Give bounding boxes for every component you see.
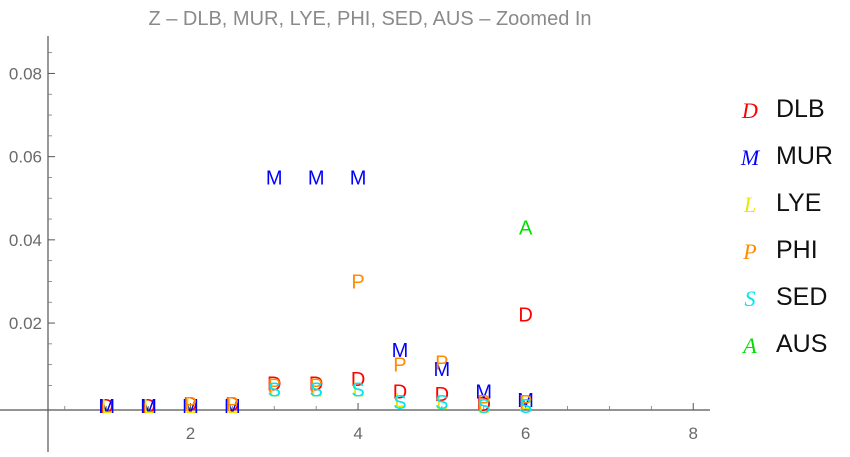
legend-marker-phi: P <box>742 239 756 264</box>
data-point-dlb: D <box>351 369 365 391</box>
data-point-mur: M <box>475 382 492 404</box>
data-point-lye: L <box>520 392 531 414</box>
data-point-dlb: D <box>518 305 532 327</box>
data-point-lye: L <box>143 396 154 418</box>
data-point-sed: S <box>477 396 490 418</box>
legend: D DLB M MUR L LYE P PHI S SED A AUS <box>740 95 833 358</box>
x-tick-label: 4 <box>353 424 362 443</box>
y-tick-label: 0.08 <box>9 64 42 83</box>
data-point-sed: S <box>309 380 322 402</box>
data-point-sed: S <box>519 396 532 418</box>
data-point-mur: M <box>224 396 241 418</box>
legend-label-dlb: DLB <box>776 95 825 123</box>
data-point-dlb: D <box>225 394 239 416</box>
data-point-phi: P <box>519 392 532 414</box>
data-point-mur: M <box>308 167 325 189</box>
data-point-dlb: D <box>393 382 407 404</box>
data-point-mur: M <box>434 359 451 381</box>
data-point-lye: L <box>311 380 322 402</box>
data-point-mur: M <box>392 340 409 362</box>
data-point-dlb: D <box>435 384 449 406</box>
legend-label-sed: SED <box>776 283 827 311</box>
data-point-sed: S <box>393 392 406 414</box>
legend-marker-lye: L <box>743 192 756 217</box>
legend-label-phi: PHI <box>776 236 818 264</box>
data-point-mur: M <box>98 396 115 418</box>
data-point-lye: L <box>227 396 238 418</box>
data-point-phi: P <box>477 392 490 414</box>
axes: 0.02 0.04 0.06 0.08 2 4 6 8 <box>0 36 710 452</box>
data-point-lye: L <box>352 380 363 402</box>
y-tick-label: 0.04 <box>9 231 42 250</box>
legend-marker-mur: M <box>740 145 761 170</box>
data-point-mur: M <box>140 396 157 418</box>
y-tick-label: 0.06 <box>9 148 42 167</box>
data-point-phi: P <box>351 271 364 293</box>
x-tick-label: 6 <box>521 424 530 443</box>
data-point-phi: P <box>184 394 197 416</box>
x-tick-label: 8 <box>689 424 698 443</box>
data-point-mur: M <box>182 396 199 418</box>
data-point-mur: M <box>350 167 367 189</box>
data-point-phi: P <box>309 375 322 397</box>
chart-title: Z – DLB, MUR, LYE, PHI, SED, AUS – Zoome… <box>148 8 591 30</box>
data-point-lye: L <box>101 396 112 418</box>
data-point-phi: P <box>226 394 239 416</box>
data-point-lye: L <box>394 390 405 412</box>
data-point-dlb: D <box>267 373 281 395</box>
data-point-dlb: D <box>99 396 113 418</box>
data-point-lye: L <box>269 380 280 402</box>
legend-marker-aus: A <box>741 333 757 358</box>
data-point-dlb: D <box>309 373 323 395</box>
x-tick-label: 2 <box>186 424 195 443</box>
legend-marker-sed: S <box>745 286 756 311</box>
data-point-mur: M <box>266 167 283 189</box>
legend-marker-dlb: D <box>741 98 758 123</box>
legend-label-aus: AUS <box>776 330 827 358</box>
data-point-phi: P <box>435 353 448 375</box>
data-point-lye: L <box>436 392 447 414</box>
data-point-phi: P <box>268 375 281 397</box>
data-point-sed: S <box>351 380 364 402</box>
data-point-lye: L <box>478 396 489 418</box>
legend-label-lye: LYE <box>776 189 821 217</box>
data-point-phi: P <box>393 355 406 377</box>
data-point-dlb: D <box>141 396 155 418</box>
data-point-sed: S <box>268 380 281 402</box>
data-point-lye: L <box>185 396 196 418</box>
y-tick-label: 0.02 <box>9 314 42 333</box>
data-point-mur: M <box>517 390 534 412</box>
data-point-dlb: D <box>477 394 491 416</box>
legend-label-mur: MUR <box>776 142 833 170</box>
data-point-sed: S <box>435 392 448 414</box>
data-point-dlb: D <box>183 394 197 416</box>
data-point-aus: A <box>519 217 533 239</box>
